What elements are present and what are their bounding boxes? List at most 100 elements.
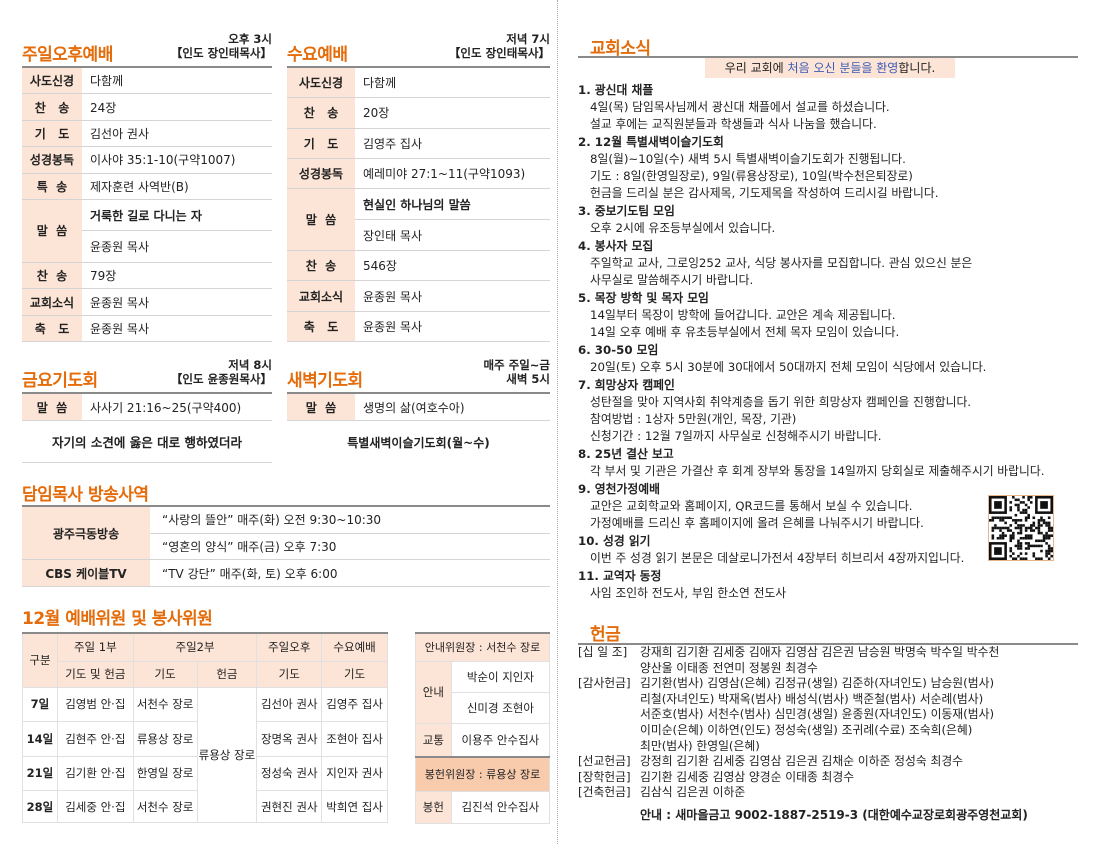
offering-line: 이미순(은혜) 이하연(인도) 정성숙(생일) 조귀례(수료) 조숙희(은혜) bbox=[640, 722, 973, 737]
roster-row: 7일 김영범 안·집 서천수 장로 류용상 장로 김선아 권사 김영주 집사 bbox=[22, 686, 388, 823]
table-row: 기 도 김영주 집사 bbox=[287, 128, 550, 159]
row-value: 김선아 권사 bbox=[90, 126, 150, 141]
offering-line: 김삼식 김은권 이하준 bbox=[640, 785, 746, 800]
table-row: 기 도 김선아 권사 bbox=[22, 120, 272, 148]
roster-cell: 김선아 권사 bbox=[256, 686, 323, 722]
qr-code-icon[interactable] bbox=[988, 495, 1054, 561]
row-label: 기 도 bbox=[287, 128, 355, 158]
row-label: 축 도 bbox=[22, 315, 82, 342]
header-cell: 구분 bbox=[22, 632, 58, 688]
offering-title: 헌금 bbox=[590, 625, 621, 645]
offering-group: [건축헌금] 김삼식 김은권 이하준 bbox=[578, 785, 1078, 801]
offering-names: 김삼식 김은권 이하준 bbox=[640, 785, 745, 801]
row-label: 광주극동방송 bbox=[22, 507, 150, 560]
account-info: 안내 : 새마을금고 9002-1887-2519-3 (대한예수교장로회광주영… bbox=[640, 808, 1028, 822]
welcome-highlight: 처음 오신 분들을 환영 bbox=[787, 61, 899, 75]
news-line: 성탄절을 맞아 지역사회 취약계층을 돕기 위한 희망상자 캠페인을 진행합니다… bbox=[590, 395, 972, 409]
traffic-names: 이용주 안수집사 bbox=[450, 722, 551, 758]
news-item: 5. 목장 방학 및 목자 모임 14일부터 목장이 방학에 들어갑니다. 교안은… bbox=[578, 290, 1078, 341]
roster-cell: 김영주 집사 bbox=[321, 686, 388, 722]
table-row: 말 씀 생명의 삶(여호수아) bbox=[287, 394, 550, 421]
news-item: 8. 25년 결산 보고 각 부서 및 기관은 가결산 후 회계 장부와 통장을 … bbox=[578, 446, 1078, 480]
service-leader: 【인도 장인태목사】 bbox=[170, 46, 272, 60]
header-cell: 기도 bbox=[132, 660, 198, 688]
row-value: 79장 bbox=[90, 269, 117, 284]
news-line: 14일 오후 예배 후 유초등부실에서 전체 목자 모임이 있습니다. bbox=[590, 325, 900, 339]
row-value-cell: 79장 bbox=[82, 263, 272, 288]
row-label: 축 도 bbox=[287, 311, 355, 342]
row-value-cell: 24장 bbox=[82, 94, 272, 119]
row-value-cell: 제자훈련 사역반(B) bbox=[82, 174, 272, 199]
row-label: 특 송 bbox=[22, 173, 82, 199]
table-row: 사도신경 다함께 bbox=[287, 68, 550, 99]
offering-category: [감사헌금] bbox=[578, 676, 631, 691]
roster-cell: 서천수 장로 bbox=[132, 790, 198, 823]
row-label: 찬 송 bbox=[287, 98, 355, 128]
row-value: 현실인 하나님의 말씀 bbox=[363, 197, 471, 212]
table-row: 찬 송 20장 bbox=[287, 98, 550, 129]
roster-table: 구분 주일 1부 주일2부 주일오후 수요예배 기도 및 헌금 기도 헌금 기도… bbox=[22, 632, 388, 823]
news-heading: 10. 성경 읽기 bbox=[578, 534, 651, 548]
wednesday-table: 사도신경 다함께 찬 송 20장 기 도 김영주 집사 성경봉독 예레미야 27:1~11(구… bbox=[287, 66, 550, 343]
row-label: 말 씀 bbox=[22, 394, 82, 420]
dawn-table: 말 씀 생명의 삶(여호수아) 특별새벽이슬기도회(월~수) bbox=[287, 392, 550, 463]
header-cell: 수요예배 bbox=[321, 632, 388, 662]
broadcast-line: “TV 강단” 매주(화, 토) 오후 6:00 bbox=[162, 566, 338, 581]
traffic-label: 교통 bbox=[415, 722, 452, 758]
date-cell: 28일 bbox=[22, 790, 58, 823]
service-time-2: 새벽 5시 bbox=[506, 372, 550, 386]
row-value: 거룩한 길로 다니는 자 bbox=[90, 208, 202, 223]
offering-names: 김진석 안수집사 bbox=[450, 790, 551, 824]
news-item: 1. 광신대 채플 4일(목) 담임목사님께서 광신대 채플에서 설교를 하셨습니… bbox=[578, 82, 1078, 133]
table-row: 찬 송 546장 bbox=[287, 251, 550, 282]
row-label: 찬 송 bbox=[22, 262, 82, 289]
news-list: 1. 광신대 채플 4일(목) 담임목사님께서 광신대 채플에서 설교를 하셨습니… bbox=[578, 82, 1078, 603]
row-label: CBS 케이블TV bbox=[22, 560, 150, 587]
row-value: 윤종원 목사 bbox=[90, 295, 150, 310]
roster-cell: 박희연 집사 bbox=[321, 790, 388, 823]
service-info: 오후 3시 【인도 장인태목사】 bbox=[171, 32, 272, 60]
offering-line: 강정희 김기환 김세중 김영삼 김은권 김채순 이하준 정성숙 최경수 bbox=[640, 754, 964, 769]
news-line: 사임 조인하 전도사, 부임 한소연 전도사 bbox=[590, 586, 787, 600]
news-item: 7. 희망상자 캠페인 성탄절을 맞아 지역사회 취약계층을 돕기 위한 희망상자… bbox=[578, 377, 1078, 445]
news-line: 주일학교 교사, 그로잉252 교사, 식당 봉사자를 모집합니다. 관심 있으… bbox=[590, 256, 973, 270]
roster-row: 21일 김기환 안·집 한영일 장로 정성숙 권사 지인자 권사 bbox=[22, 755, 388, 791]
table-row: 사도신경 다함께 bbox=[22, 68, 272, 95]
sunday-afternoon-table: 사도신경 다함께 찬 송 24장 기 도 김선아 권사 성경봉독 이사야 35:1-10(구약… bbox=[22, 66, 272, 343]
row-value-cell: 다함께 bbox=[82, 68, 272, 93]
date-cell: 7일 bbox=[22, 686, 58, 722]
table-row: 교회소식 윤종원 목사 bbox=[287, 281, 550, 312]
friday-header: 금요기도회 저녁 8시 【인도 윤종원목사】 bbox=[22, 358, 272, 392]
row-value: 다함께 bbox=[363, 76, 397, 91]
roster-row: 28일 김세중 안·집 서천수 장로 권현진 권사 박희연 집사 bbox=[22, 790, 388, 823]
news-heading: 8. 25년 결산 보고 bbox=[578, 447, 674, 461]
roster-title: 12월 예배위원 및 봉사위원 bbox=[22, 609, 213, 629]
date-cell: 14일 bbox=[22, 721, 58, 757]
table-row: 축 도 윤종원 목사 bbox=[22, 315, 272, 343]
header-cell: 헌금 bbox=[196, 660, 258, 688]
row-value: 김영주 집사 bbox=[363, 136, 423, 151]
broadcast-line: “사랑의 뜰안” 매주(화) 오전 9:30~10:30 bbox=[162, 513, 382, 528]
offering-list: [십 일 조] 강재희 김기환 김세중 김애자 김영삼 김은권 남승원 박명숙 박… bbox=[578, 645, 1078, 801]
table-row: 찬 송 79장 bbox=[22, 262, 272, 290]
news-line: 신청기간 : 12월 7일까지 사무실로 신청해주시기 바랍니다. bbox=[590, 429, 882, 443]
service-leader: 【인도 윤종원목사】 bbox=[170, 372, 272, 386]
offering-line: 강재희 김기환 김세중 김애자 김영삼 김은권 남승원 박명숙 박수일 박수천 bbox=[640, 645, 1000, 659]
usher-head: 안내위원장 : 서천수 장로 bbox=[415, 632, 550, 662]
row-label: 말 씀 bbox=[287, 394, 355, 420]
offering-head: 봉헌위원장 : 류용상 장로 bbox=[415, 756, 550, 792]
offering-category: [건축헌금] bbox=[578, 785, 631, 800]
offering-category: [선교헌금] bbox=[578, 754, 631, 769]
row-value-cell: “TV 강단” 매주(화, 토) 오후 6:00 bbox=[150, 560, 550, 586]
section-title: 주일오후예배 bbox=[22, 45, 113, 65]
table-row: 특 송 제자훈련 사역반(B) bbox=[22, 173, 272, 200]
news-heading: 1. 광신대 채플 bbox=[578, 83, 654, 97]
service-time: 저녁 7시 bbox=[506, 32, 550, 46]
roster-cell: 조현아 집사 bbox=[321, 721, 388, 757]
news-line: 헌금을 드리실 분은 감사제목, 기도제목을 작성하여 드리시길 바랍니다. bbox=[590, 186, 939, 200]
news-item: 11. 교역자 동정 사임 조인하 전도사, 부임 한소연 전도사 bbox=[578, 568, 1078, 602]
row-value: 이사야 35:1-10(구약1007) bbox=[90, 153, 236, 168]
roster-subheader-row: 기도 및 헌금 기도 헌금 기도 기도 bbox=[22, 660, 388, 688]
row-value-cell: 김영주 집사 bbox=[355, 129, 550, 158]
section-title: 금요기도회 bbox=[22, 371, 98, 391]
